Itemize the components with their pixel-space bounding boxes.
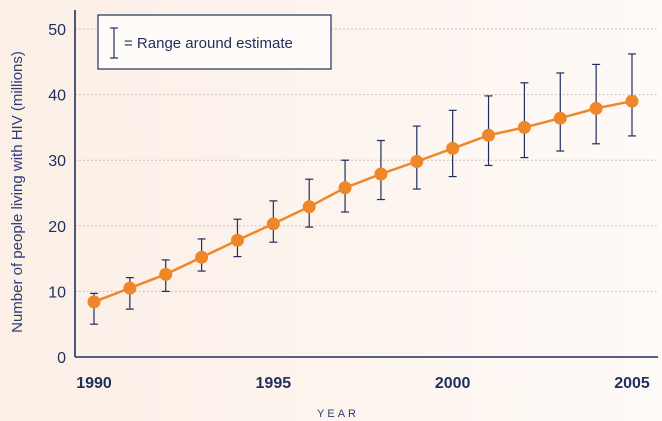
data-point	[589, 101, 603, 115]
legend-label: = Range around estimate	[124, 35, 293, 52]
data-point	[553, 111, 567, 125]
data-point	[446, 141, 460, 155]
data-point	[410, 155, 424, 169]
data-point	[338, 181, 352, 195]
legend: = Range around estimate	[97, 14, 332, 70]
data-point	[266, 217, 280, 231]
data-point	[482, 128, 496, 142]
data-point	[374, 167, 388, 181]
x-axis-title: YEAR	[317, 408, 359, 420]
x-tick-label: 1990	[76, 375, 112, 392]
y-tick-labels: 0 10 20 30 40 50	[48, 22, 66, 367]
y-tick-label: 40	[48, 88, 66, 105]
x-tick-label: 2000	[435, 375, 471, 392]
y-tick-label: 50	[48, 22, 66, 39]
data-point	[195, 250, 209, 264]
x-tick-labels: 1990 1995 2000 2005	[76, 375, 650, 392]
data-point	[302, 200, 316, 214]
data-point	[123, 281, 137, 295]
errorbar-icon	[110, 27, 118, 59]
x-tick-label: 1995	[256, 375, 292, 392]
x-tick-label: 2005	[614, 375, 650, 392]
data-point	[230, 233, 244, 247]
data-points	[87, 94, 639, 309]
legend-box	[97, 14, 332, 70]
y-tick-label: 0	[57, 350, 66, 367]
y-axis-title: Number of people living with HIV (millio…	[9, 51, 26, 333]
series-line	[93, 99, 633, 304]
y-tick-label: 10	[48, 284, 66, 301]
y-tick-label: 20	[48, 219, 66, 236]
data-point	[159, 267, 173, 281]
data-point	[517, 120, 531, 134]
error-bar	[520, 82, 529, 159]
y-tick-label: 30	[48, 153, 66, 170]
data-point	[625, 94, 639, 108]
error-bars	[90, 53, 636, 325]
data-point	[87, 295, 101, 309]
